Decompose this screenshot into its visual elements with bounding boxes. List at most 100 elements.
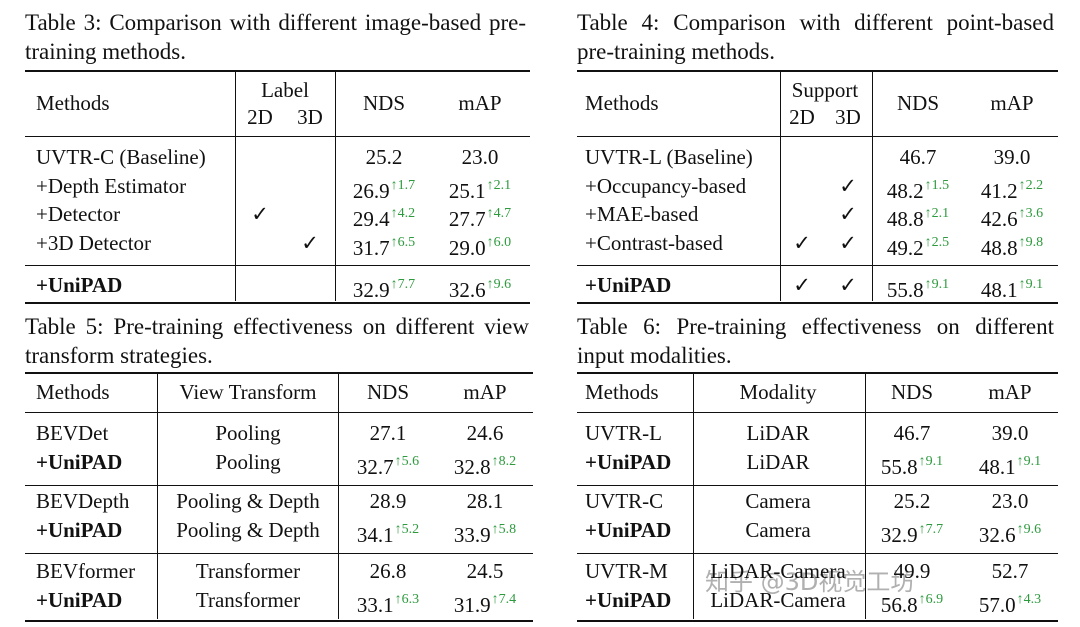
value: 26.8 [369, 559, 407, 583]
method: UVTR-L (Baseline) [585, 145, 753, 169]
value: 34.1 [356, 523, 394, 547]
map-cell: 31.9↑7.4 [454, 588, 516, 617]
gain: ↑5.2 [394, 522, 420, 537]
caption: Table 4: Comparison with different point… [577, 10, 1054, 64]
gain: ↑6.5 [390, 235, 416, 250]
map-cell: 23.0 [462, 145, 499, 169]
nds-cell: 55.8↑9.1 [881, 450, 943, 479]
nds-cell: 32.9↑7.7 [881, 518, 943, 547]
cell: Camera [745, 518, 811, 542]
value: 46.7 [899, 145, 937, 169]
value: 48.2 [886, 179, 924, 203]
gain: ↑9.8 [1018, 235, 1044, 250]
nds-cell: 32.7↑5.6 [357, 450, 419, 479]
nds-cell: 46.7 [900, 145, 937, 169]
check: ✓ [839, 231, 857, 255]
gain: ↑5.8 [491, 522, 517, 537]
map-cell: 32.6↑9.6 [979, 518, 1041, 547]
method: +Detector [36, 202, 121, 226]
method: +UniPAD [36, 518, 123, 542]
check: ✓ [839, 202, 857, 226]
gain: ↑7.7 [390, 277, 416, 292]
gain: ↑9.6 [486, 277, 512, 292]
map-cell: 24.5 [467, 559, 504, 583]
cell: Pooling & Depth [176, 518, 320, 542]
col-rule [335, 72, 336, 301]
header-cell: NDS [890, 380, 934, 404]
value: 33.1 [356, 593, 394, 617]
value: 49.2 [886, 236, 924, 260]
nds-cell: 31.7↑6.5 [353, 231, 415, 260]
value: 27.1 [369, 421, 407, 445]
header-cell: NDS [366, 380, 410, 404]
value: 28.1 [466, 489, 504, 513]
value: 52.7 [991, 559, 1029, 583]
gain: ↑4.3 [1016, 592, 1042, 607]
map-cell: 32.8↑8.2 [454, 450, 516, 479]
method: UVTR-L [585, 421, 662, 445]
map-cell: 41.2↑2.2 [981, 174, 1043, 203]
gain: ↑6.9 [918, 592, 944, 607]
value: 24.6 [466, 421, 504, 445]
cell: Pooling [215, 421, 281, 445]
gain: ↑2.2 [1018, 178, 1044, 193]
header-cell: mAP [988, 380, 1032, 404]
rule [577, 620, 1058, 622]
nds-cell: 56.8↑6.9 [881, 588, 943, 617]
rule [577, 412, 1058, 413]
method: +UniPAD [36, 273, 123, 297]
method: UVTR-C [585, 489, 664, 513]
cell: Camera [745, 489, 811, 513]
gain: ↑2.5 [924, 235, 950, 250]
gain: ↑2.1 [486, 178, 512, 193]
nds-cell: 25.2 [366, 145, 403, 169]
value: 55.8 [886, 278, 924, 302]
rule [577, 485, 1058, 486]
header-cell: Methods [585, 91, 659, 115]
value: 57.0 [978, 593, 1016, 617]
col-rule [235, 72, 236, 301]
rule [25, 136, 530, 137]
map-cell: 48.8↑9.8 [981, 231, 1043, 260]
map-cell: 39.0 [992, 421, 1029, 445]
map-cell: 25.1↑2.1 [449, 174, 511, 203]
rule [25, 265, 530, 266]
value: 27.7 [448, 207, 486, 231]
rule [25, 70, 530, 72]
value: 31.7 [352, 236, 390, 260]
gain: ↑6.3 [394, 592, 420, 607]
cell: Pooling [215, 450, 281, 474]
gain: ↑3.6 [1018, 206, 1044, 221]
gain: ↑2.1 [924, 206, 950, 221]
gain: ↑9.1 [918, 454, 944, 469]
header-cell: Label [261, 78, 309, 102]
map-cell: 48.1↑9.1 [981, 273, 1043, 302]
method: +Occupancy-based [585, 174, 747, 198]
cell: LiDAR-Camera [710, 559, 846, 583]
nds-cell: 29.4↑4.2 [353, 202, 415, 231]
method: +Depth Estimator [36, 174, 187, 198]
value: 26.9 [352, 179, 390, 203]
check: ✓ [839, 174, 857, 198]
header-cell: Methods [36, 91, 110, 115]
caption: Table 3: Comparison with different image… [25, 10, 526, 64]
nds-cell: 28.9 [370, 489, 407, 513]
map-cell: 33.9↑5.8 [454, 518, 516, 547]
nds-cell: 27.1 [370, 421, 407, 445]
gain: ↑9.1 [1018, 277, 1044, 292]
gain: ↑7.4 [491, 592, 517, 607]
value: 41.2 [980, 179, 1018, 203]
col-rule [157, 374, 158, 619]
header-cell: 3D [835, 105, 861, 129]
value: 24.5 [466, 559, 504, 583]
value: 28.9 [369, 489, 407, 513]
nds-cell: 25.2 [894, 489, 931, 513]
value: 39.0 [993, 145, 1031, 169]
nds-cell: 55.8↑9.1 [887, 273, 949, 302]
cell: Pooling & Depth [176, 489, 320, 513]
value: 55.8 [880, 455, 918, 479]
rule [25, 553, 533, 554]
nds-cell: 34.1↑5.2 [357, 518, 419, 547]
caption: Table 5: Pre-training effectiveness on d… [25, 314, 529, 368]
